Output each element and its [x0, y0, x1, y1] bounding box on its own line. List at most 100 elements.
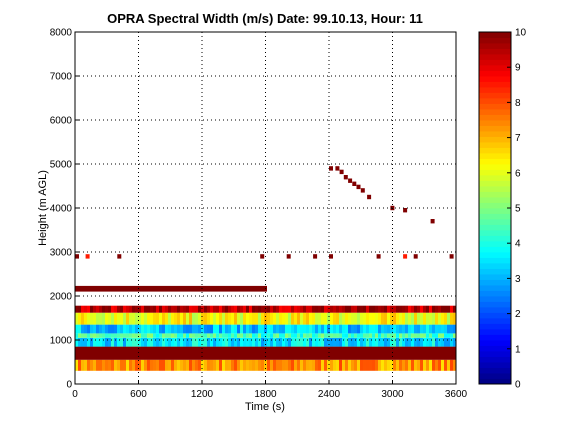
- heatmap-band-cell: [186, 324, 189, 334]
- heatmap-band-cell: [264, 346, 267, 360]
- colorbar-step: [479, 87, 511, 93]
- heatmap-band-cell: [432, 312, 435, 325]
- heatmap-band-cell: [318, 333, 321, 338]
- heatmap-band-cell: [381, 359, 384, 371]
- heatmap-scatter-cell: [335, 166, 340, 171]
- heatmap-band-cell: [267, 312, 270, 325]
- heatmap-band-cell: [285, 359, 288, 371]
- colorbar-step: [479, 345, 511, 352]
- heatmap-band-cell: [450, 346, 453, 360]
- heatmap-band-cell: [237, 346, 240, 360]
- heatmap-band-cell: [237, 285, 240, 292]
- heatmap-band-cell: [375, 305, 378, 313]
- heatmap-band-cell: [147, 333, 150, 338]
- heatmap-band-cell: [192, 337, 195, 347]
- heatmap-band-cell: [75, 346, 78, 360]
- heatmap-band-cell: [207, 333, 210, 338]
- heatmap-band-cell: [444, 324, 447, 334]
- heatmap-band-cell: [354, 337, 357, 347]
- heatmap-band-cell: [390, 324, 393, 334]
- heatmap-scatter-cell: [356, 184, 361, 190]
- heatmap-band-cell: [189, 312, 192, 325]
- heatmap-band-cell: [222, 305, 225, 313]
- heatmap-band-cell: [84, 324, 87, 334]
- heatmap-band-cell: [339, 359, 342, 371]
- heatmap-band-cell: [369, 359, 372, 371]
- heatmap-band-cell: [153, 346, 156, 360]
- heatmap-band-cell: [138, 324, 141, 334]
- heatmap-band-cell: [366, 359, 369, 371]
- heatmap-band-cell: [162, 333, 165, 338]
- heatmap-band-cell: [381, 346, 384, 360]
- heatmap-band-cell: [99, 285, 102, 292]
- heatmap-band-cell: [123, 324, 126, 334]
- heatmap-band-cell: [258, 285, 261, 292]
- heatmap-band-cell: [198, 337, 201, 347]
- heatmap-band-cell: [273, 337, 276, 347]
- heatmap-scatter-cell: [339, 169, 344, 175]
- colorbar-tick-label: 0: [515, 380, 521, 391]
- heatmap-band-cell: [207, 324, 210, 334]
- heatmap-band-cell: [120, 337, 123, 347]
- heatmap-band-cell: [360, 324, 363, 334]
- heatmap-band-cell: [270, 346, 273, 360]
- heatmap-band-cell: [87, 312, 90, 325]
- heatmap-band-cell: [102, 333, 105, 338]
- heatmap-band-cell: [195, 337, 198, 347]
- heatmap-band-cell: [420, 305, 423, 313]
- heatmap-band-cell: [321, 333, 324, 338]
- heatmap-band-cell: [78, 346, 81, 360]
- heatmap-band-cell: [357, 324, 360, 334]
- heatmap-scatter-cell: [286, 254, 291, 259]
- heatmap-band-cell: [267, 333, 270, 338]
- heatmap-band-cell: [426, 337, 429, 347]
- heatmap-band-cell: [351, 333, 354, 338]
- heatmap-band-cell: [204, 359, 207, 371]
- heatmap-band-cell: [435, 305, 438, 313]
- heatmap-band-cell: [405, 337, 408, 347]
- heatmap-band-cell: [276, 359, 279, 371]
- heatmap-band-cell: [108, 324, 111, 334]
- heatmap-band-cell: [399, 359, 402, 371]
- heatmap-band-cell: [432, 333, 435, 338]
- heatmap-band-cell: [243, 359, 246, 371]
- heatmap-band-cell: [303, 337, 306, 347]
- heatmap-band-cell: [90, 285, 93, 292]
- heatmap-band-cell: [171, 312, 174, 325]
- heatmap-band-cell: [81, 324, 84, 334]
- heatmap-band-cell: [222, 333, 225, 338]
- heatmap-band-cell: [84, 333, 87, 338]
- colorbar-step: [479, 356, 511, 363]
- heatmap-band-cell: [264, 359, 267, 371]
- heatmap-band-cell: [285, 305, 288, 313]
- heatmap-band-cell: [294, 346, 297, 360]
- heatmap-band-cell: [264, 312, 267, 325]
- heatmap-band-cell: [147, 346, 150, 360]
- heatmap-band-cell: [261, 346, 264, 360]
- heatmap-band-cell: [99, 359, 102, 371]
- heatmap-band-cell: [174, 346, 177, 360]
- heatmap-band-cell: [246, 359, 249, 371]
- heatmap-band-cell: [351, 359, 354, 371]
- heatmap-band-cell: [183, 312, 186, 325]
- heatmap-band-cell: [249, 333, 252, 338]
- heatmap-band-cell: [450, 333, 453, 338]
- heatmap-band-cell: [378, 346, 381, 360]
- heatmap-band-cell: [186, 312, 189, 325]
- heatmap-band-cell: [378, 324, 381, 334]
- heatmap-band-cell: [222, 324, 225, 334]
- heatmap-band-cell: [189, 324, 192, 334]
- heatmap-band-cell: [210, 312, 213, 325]
- heatmap-band-cell: [366, 312, 369, 325]
- heatmap-band-cell: [210, 285, 213, 292]
- heatmap-band-cell: [333, 337, 336, 347]
- x-tick-label: 1200: [191, 389, 214, 400]
- heatmap-band-cell: [384, 346, 387, 360]
- heatmap-band-cell: [318, 305, 321, 313]
- heatmap-band-cell: [183, 359, 186, 371]
- heatmap-band-cell: [420, 312, 423, 325]
- heatmap-band-cell: [366, 324, 369, 334]
- heatmap-band-cell: [168, 305, 171, 313]
- heatmap-band-cell: [429, 333, 432, 338]
